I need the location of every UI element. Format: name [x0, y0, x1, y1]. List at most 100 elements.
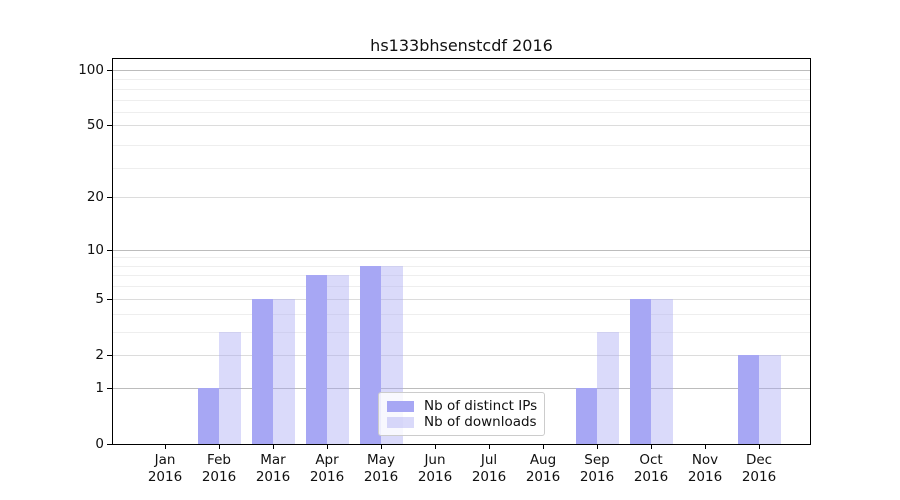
bar-distinct-ips-may [359, 265, 381, 444]
x-tick-month: Oct [639, 452, 663, 468]
y-tick-0 [107, 444, 112, 445]
y-tick-label-50: 50 [86, 117, 104, 134]
x-tick-month: Feb [207, 452, 231, 468]
bar-downloads-dec [759, 354, 781, 444]
x-tick-month: Nov [691, 452, 719, 468]
x-tick-label-dec: Dec 2016 [727, 452, 791, 485]
gridline-major [113, 197, 810, 199]
bar-downloads-feb [219, 331, 241, 444]
gridline-minor [113, 265, 810, 267]
gridline-minor [113, 313, 810, 315]
x-tick-mar [273, 444, 274, 449]
gridline-minor [113, 112, 810, 114]
bar-downloads-sep [597, 331, 619, 444]
legend-item-distinct-ips: Nb of distinct IPs [387, 398, 538, 414]
y-tick-label-20: 20 [86, 189, 104, 206]
x-tick-year: 2016 [741, 468, 777, 485]
x-tick-month: Sep [584, 452, 610, 468]
x-tick-jun [435, 444, 436, 449]
x-tick-label-jun: Jun 2016 [403, 452, 467, 485]
y-tick-label-0: 0 [95, 436, 104, 452]
x-tick-label-feb: Feb 2016 [187, 452, 251, 485]
y-tick-label-10: 10 [86, 241, 104, 258]
x-tick-jan [165, 444, 166, 449]
x-tick-apr [327, 444, 328, 449]
gridline-minor [113, 144, 810, 146]
x-tick-feb [219, 444, 220, 449]
y-tick-label-100: 100 [78, 61, 104, 78]
y-tick-10 [107, 249, 112, 251]
x-tick-dec [759, 444, 760, 449]
gridline-minor [113, 88, 810, 90]
gridline-minor [113, 79, 810, 81]
x-tick-may [381, 444, 382, 449]
bar-downloads-mar [273, 298, 295, 444]
x-tick-label-may: May 2016 [349, 452, 413, 485]
x-tick-year: 2016 [255, 468, 291, 485]
gridline-major [113, 125, 810, 127]
y-tick-100 [107, 69, 112, 71]
x-tick-year: 2016 [633, 468, 669, 485]
legend-item-downloads: Nb of downloads [387, 414, 537, 430]
y-tick-label-2: 2 [95, 346, 104, 363]
gridline-decade [113, 69, 810, 71]
x-tick-year: 2016 [687, 468, 723, 485]
gridline-decade [113, 387, 810, 389]
x-tick-label-apr: Apr 2016 [295, 452, 359, 485]
x-tick-year: 2016 [417, 468, 453, 485]
y-tick-50 [107, 125, 112, 127]
bar-distinct-ips-oct [629, 298, 651, 444]
legend-swatch-downloads [387, 416, 414, 428]
y-tick-5 [107, 298, 112, 300]
bar-distinct-ips-feb [197, 387, 219, 444]
x-tick-year: 2016 [309, 468, 345, 485]
legend-swatch-distinct-ips [387, 400, 414, 412]
y-tick-20 [107, 197, 112, 199]
x-tick-label-aug: Aug 2016 [511, 452, 575, 485]
gridline-minor [113, 257, 810, 259]
x-tick-label-jul: Jul 2016 [457, 452, 521, 485]
bar-downloads-apr [327, 275, 349, 444]
bar-distinct-ips-apr [305, 275, 327, 444]
x-tick-year: 2016 [579, 468, 615, 485]
chart-title: hs133bhsenstcdf 2016 [370, 36, 553, 55]
legend-label: Nb of distinct IPs [424, 398, 538, 414]
x-tick-label-mar: Mar 2016 [241, 452, 305, 485]
gridline-minor [113, 275, 810, 277]
y-tick-2 [107, 354, 112, 356]
x-tick-month: Jun [424, 452, 446, 468]
x-tick-month: Jan [154, 452, 176, 468]
x-tick-year: 2016 [147, 468, 183, 485]
bar-distinct-ips-sep [575, 387, 597, 444]
x-tick-sep [597, 444, 598, 449]
x-tick-year: 2016 [525, 468, 561, 485]
gridline-minor [113, 286, 810, 288]
plot-area [112, 58, 811, 445]
gridline-decade [113, 249, 810, 251]
x-tick-year: 2016 [471, 468, 507, 485]
bar-distinct-ips-mar [251, 298, 273, 444]
x-tick-label-jan: Jan 2016 [133, 452, 197, 485]
x-tick-label-oct: Oct 2016 [619, 452, 683, 485]
x-tick-label-sep: Sep 2016 [565, 452, 629, 485]
x-tick-jul [489, 444, 490, 449]
bar-downloads-oct [651, 298, 673, 444]
x-tick-month: Apr [315, 452, 339, 468]
gridline-minor [113, 99, 810, 101]
gridline-major [113, 298, 810, 300]
gridline-minor [113, 168, 810, 170]
x-tick-year: 2016 [201, 468, 237, 485]
gridline-minor [113, 331, 810, 333]
x-tick-month: Jul [480, 452, 498, 468]
x-tick-oct [651, 444, 652, 449]
x-tick-month: Aug [529, 452, 557, 468]
legend: Nb of distinct IPs Nb of downloads [378, 392, 545, 436]
x-tick-year: 2016 [363, 468, 399, 485]
bar-distinct-ips-dec [737, 354, 759, 444]
legend-label: Nb of downloads [424, 414, 537, 430]
x-tick-month: Mar [260, 452, 286, 468]
x-tick-month: May [367, 452, 395, 468]
x-tick-nov [705, 444, 706, 449]
x-tick-month: Dec [745, 452, 773, 468]
